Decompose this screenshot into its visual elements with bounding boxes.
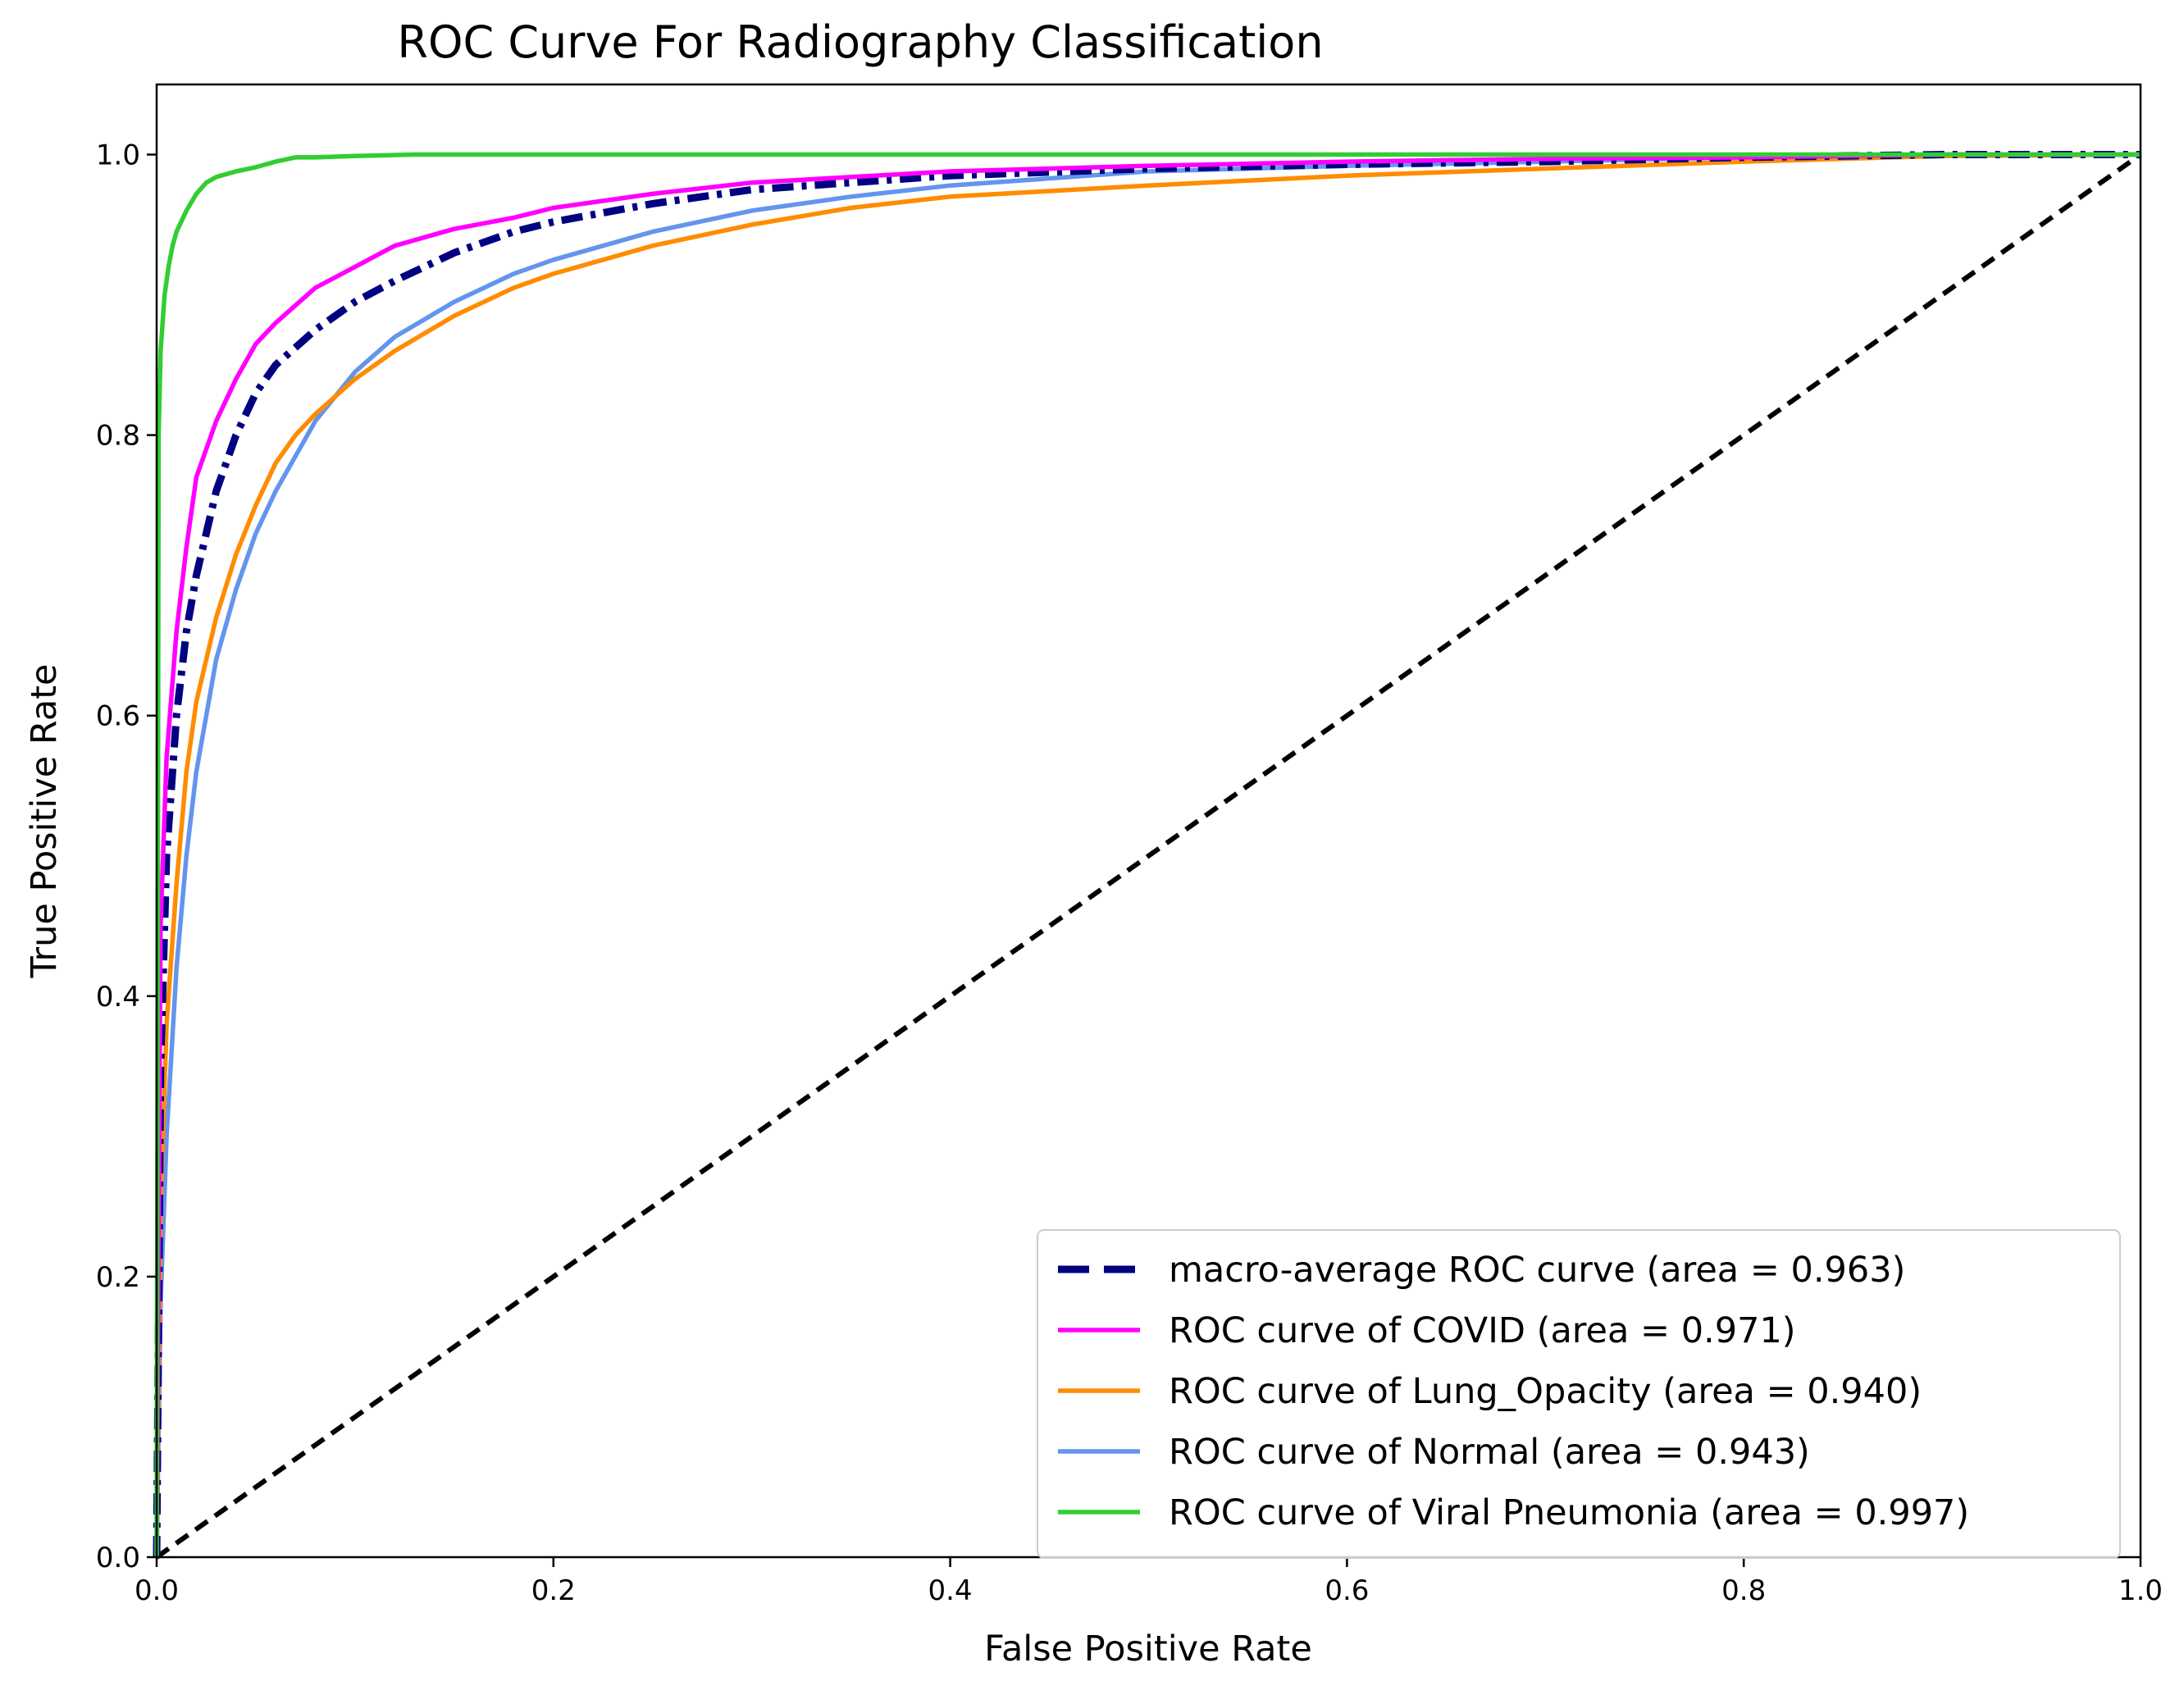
legend-entry: ROC curve of Lung_Opacity (area = 0.940) [1169, 1371, 1922, 1412]
legend: macro-average ROC curve (area = 0.963) RO… [1037, 1229, 2121, 1559]
series-line-macro-average-roc-curve [153, 151, 2141, 1558]
x-axis-label: False Positive Rate [984, 1629, 1312, 1670]
x-tick-label: 1.0 [2118, 1574, 2163, 1607]
y-axis-ticks: 0.0 0.2 0.4 0.6 0.8 1.0 [96, 139, 157, 1574]
x-axis-ticks: 0.0 0.2 0.4 0.6 0.8 1.0 [135, 1557, 2163, 1607]
chance-diagonal-line [155, 153, 2142, 1560]
y-axis-label: True Positive Rate [24, 663, 65, 978]
y-tick-label: 0.2 [96, 1261, 140, 1294]
series-line-roc-curve-of-normal [154, 152, 2141, 1558]
legend-entry: ROC curve of Viral Pneumonia (area = 0.9… [1169, 1492, 1969, 1533]
y-tick-label: 0.0 [96, 1542, 140, 1574]
y-tick-label: 1.0 [96, 139, 140, 172]
legend-entry: ROC curve of COVID (area = 0.971) [1169, 1310, 1796, 1351]
plot-area [153, 151, 2142, 1560]
x-tick-label: 0.4 [928, 1574, 973, 1607]
legend-entry: ROC curve of Normal (area = 0.943) [1169, 1432, 1810, 1473]
x-tick-label: 0.6 [1325, 1574, 1369, 1607]
y-tick-label: 0.6 [96, 700, 140, 733]
chart-title: ROC Curve For Radiography Classification [397, 16, 1323, 68]
x-tick-label: 0.8 [1721, 1574, 1766, 1607]
series-line-roc-curve-of-covid [154, 152, 2141, 1558]
legend-entry: macro-average ROC curve (area = 0.963) [1169, 1250, 1905, 1291]
series-line-roc-curve-of-lung-opacity [154, 152, 2141, 1558]
series-line-roc-curve-of-viral-pneumonia [154, 152, 2141, 1558]
x-tick-label: 0.0 [135, 1574, 179, 1607]
y-tick-label: 0.4 [96, 981, 140, 1014]
legend-box [1037, 1229, 2121, 1559]
x-tick-label: 0.2 [531, 1574, 576, 1607]
y-tick-label: 0.8 [96, 420, 140, 453]
